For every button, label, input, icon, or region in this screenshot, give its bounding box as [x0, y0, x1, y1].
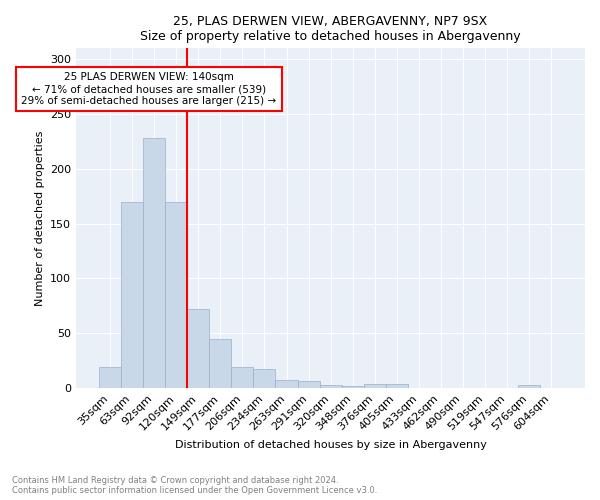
Bar	[386, 384, 407, 388]
Text: 25 PLAS DERWEN VIEW: 140sqm
← 71% of detached houses are smaller (539)
29% of se: 25 PLAS DERWEN VIEW: 140sqm ← 71% of det…	[21, 72, 277, 106]
Y-axis label: Number of detached properties: Number of detached properties	[35, 130, 44, 306]
Bar	[121, 202, 143, 388]
Bar	[275, 380, 298, 388]
Bar	[320, 384, 341, 388]
X-axis label: Distribution of detached houses by size in Abergavenny: Distribution of detached houses by size …	[175, 440, 487, 450]
Bar	[364, 384, 386, 388]
Bar	[166, 202, 187, 388]
Bar	[232, 367, 253, 388]
Text: Contains HM Land Registry data © Crown copyright and database right 2024.
Contai: Contains HM Land Registry data © Crown c…	[12, 476, 377, 495]
Bar	[518, 384, 540, 388]
Title: 25, PLAS DERWEN VIEW, ABERGAVENNY, NP7 9SX
Size of property relative to detached: 25, PLAS DERWEN VIEW, ABERGAVENNY, NP7 9…	[140, 15, 521, 43]
Bar	[99, 367, 121, 388]
Bar	[341, 386, 364, 388]
Bar	[253, 370, 275, 388]
Bar	[187, 309, 209, 388]
Bar	[209, 338, 232, 388]
Bar	[298, 382, 320, 388]
Bar	[143, 138, 166, 388]
